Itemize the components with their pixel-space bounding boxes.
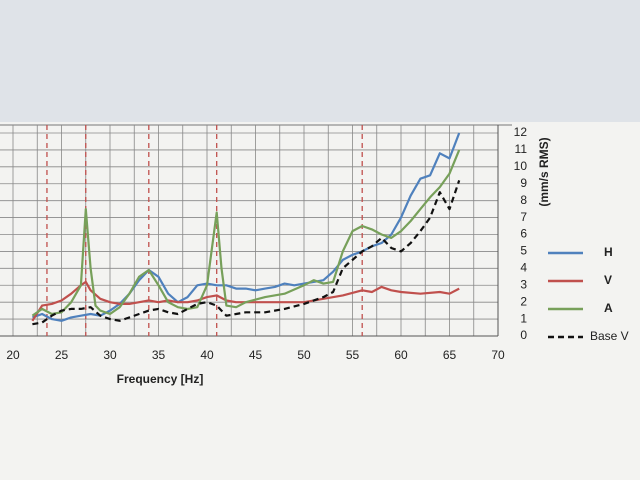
x-tick-label: 35	[152, 348, 166, 362]
x-tick-label: 30	[103, 348, 117, 362]
y-tick-label: 1	[520, 311, 527, 325]
y-tick-label: 3	[520, 277, 527, 291]
legend-label: Base V	[590, 329, 629, 343]
x-tick-label: 25	[55, 348, 69, 362]
series-line	[32, 180, 461, 326]
y-tick-label: 10	[514, 159, 528, 173]
x-tick-label: 50	[297, 348, 311, 362]
y-tick-label: 5	[520, 244, 527, 258]
x-tick-label: 70	[491, 348, 505, 362]
y-tick-label: 0	[520, 328, 527, 342]
x-tick-label: 65	[443, 348, 457, 362]
x-tick-label: 45	[249, 348, 263, 362]
x-tick-label: 20	[6, 348, 20, 362]
y-tick-label: 9	[520, 176, 527, 190]
screen-top	[0, 0, 640, 122]
legend-label: A	[604, 301, 613, 315]
y-tick-label: 12	[514, 125, 528, 139]
y-tick-label: 2	[520, 294, 527, 308]
x-tick-label: 60	[394, 348, 408, 362]
legend-label: H	[604, 245, 613, 259]
y-tick-label: 4	[520, 261, 527, 275]
y-tick-label: 6	[520, 227, 527, 241]
x-axis-title: Frequency [Hz]	[117, 372, 204, 386]
y-tick-label: 11	[515, 142, 528, 156]
x-tick-label: 55	[346, 348, 360, 362]
x-tick-label: 40	[200, 348, 214, 362]
y-tick-label: 8	[520, 193, 527, 207]
legend-label: V	[604, 273, 612, 287]
series-line	[31, 149, 461, 317]
y-tick-label: 7	[520, 210, 527, 224]
y-axis-title: (mm/s RMS)	[537, 137, 551, 206]
